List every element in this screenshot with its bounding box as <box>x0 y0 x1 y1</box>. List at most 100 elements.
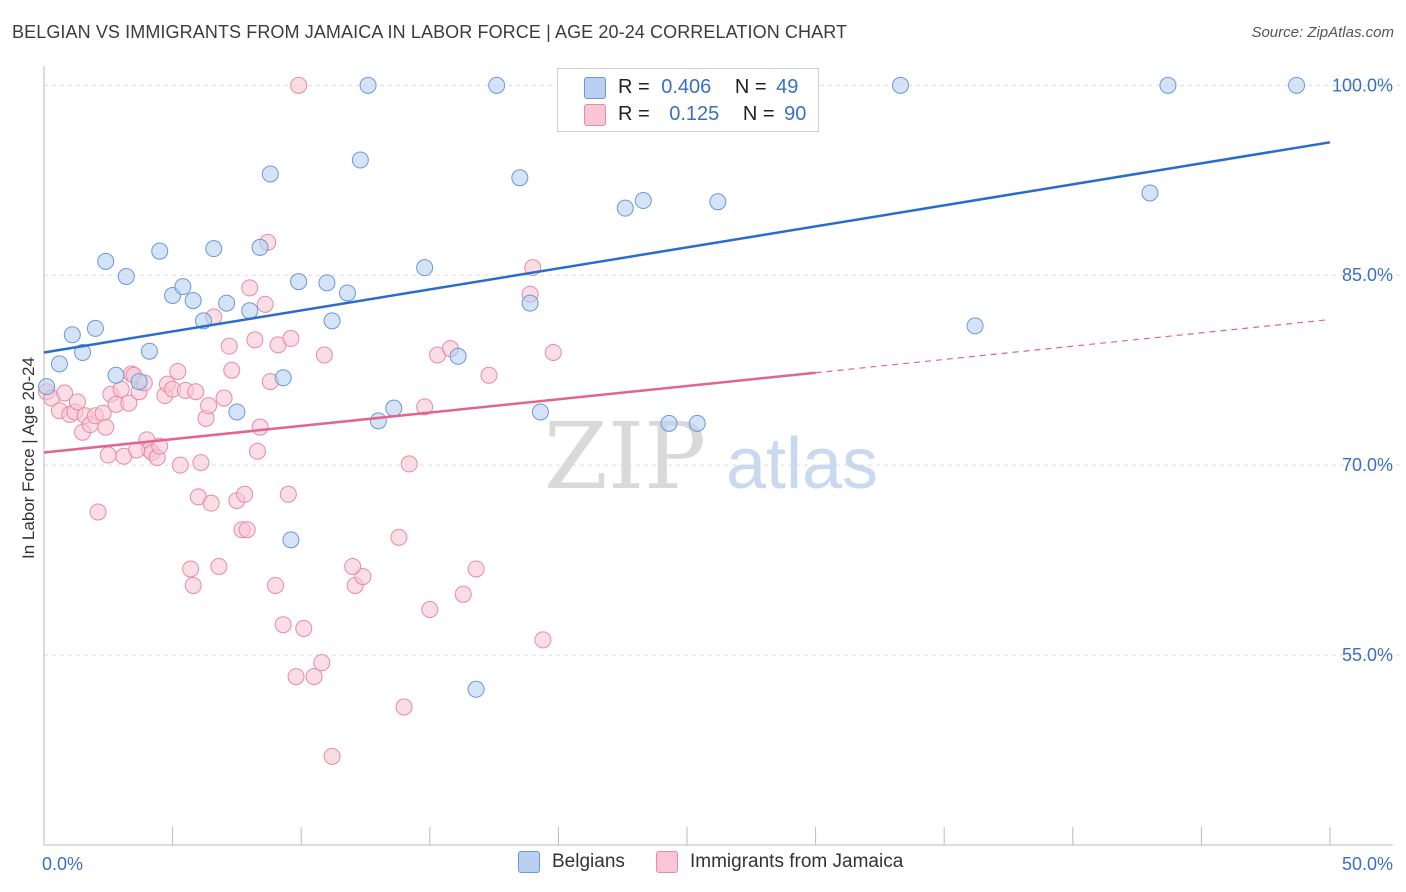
point-belgians <box>359 76 377 94</box>
point-jamaica <box>251 418 269 436</box>
legend-swatch-belgians <box>518 851 540 873</box>
point-belgians <box>449 347 467 365</box>
watermark: ZIP atlas <box>544 403 878 510</box>
trendline-belgians <box>43 141 1331 354</box>
point-jamaica <box>287 668 305 686</box>
point-belgians <box>891 76 909 94</box>
point-belgians <box>261 165 279 183</box>
point-jamaica <box>315 346 333 364</box>
point-jamaica <box>400 455 418 473</box>
chart-title: BELGIAN VS IMMIGRANTS FROM JAMAICA IN LA… <box>12 22 848 42</box>
point-belgians <box>184 292 202 310</box>
point-belgians <box>63 326 81 344</box>
point-jamaica <box>421 601 439 618</box>
trendline-jamaica-extension <box>815 318 1331 374</box>
x-tick-label: 0.0% <box>42 854 83 874</box>
watermark-zip: ZIP <box>544 403 706 510</box>
point-belgians <box>351 151 369 169</box>
y-tick-label: 100.0% <box>1332 75 1393 95</box>
point-belgians <box>709 193 727 211</box>
point-jamaica <box>238 521 256 539</box>
point-belgians <box>97 252 115 270</box>
point-belgians <box>251 238 269 256</box>
point-jamaica <box>295 619 313 637</box>
point-belgians <box>511 169 529 187</box>
point-belgians <box>174 278 192 296</box>
point-jamaica <box>200 397 218 415</box>
point-jamaica <box>544 343 562 361</box>
tick-labels: 55.0% 70.0% 85.0% 100.0% 0.0% 50.0% <box>42 75 1393 874</box>
point-jamaica <box>99 446 117 464</box>
point-jamaica <box>248 442 266 460</box>
legend-r-label: R = <box>618 75 650 98</box>
point-belgians <box>385 399 403 417</box>
point-jamaica <box>395 698 413 716</box>
legend-item-jamaica: Immigrants from Jamaica <box>656 851 903 873</box>
point-belgians <box>634 192 652 210</box>
point-jamaica <box>97 418 115 436</box>
legend-swatch-jamaica <box>656 851 678 873</box>
grid-lines <box>44 84 1400 656</box>
series-legend: Belgians Immigrants from Jamaica <box>0 851 1406 877</box>
x-tick-label: 50.0% <box>1342 854 1393 874</box>
point-jamaica <box>534 631 552 649</box>
point-belgians <box>282 531 300 549</box>
point-jamaica <box>192 454 210 472</box>
point-belgians <box>660 414 678 432</box>
legend-r-label: R = <box>618 102 650 125</box>
point-jamaica <box>279 485 297 503</box>
series-jamaica-points <box>38 76 722 765</box>
point-belgians <box>140 342 158 360</box>
point-belgians <box>290 273 308 291</box>
point-belgians <box>274 369 292 387</box>
point-jamaica <box>256 295 274 313</box>
point-jamaica <box>323 747 341 765</box>
y-tick-label: 55.0% <box>1342 645 1393 665</box>
point-jamaica <box>390 528 408 546</box>
point-jamaica <box>220 337 238 355</box>
point-belgians <box>369 412 387 430</box>
point-belgians <box>38 378 56 396</box>
y-tick-label: 85.0% <box>1342 265 1393 285</box>
point-jamaica <box>416 398 434 416</box>
point-jamaica <box>344 557 362 575</box>
legend-n-value: 90 <box>784 102 807 125</box>
legend-swatch-blue <box>584 77 606 99</box>
point-belgians <box>130 373 148 391</box>
point-belgians <box>416 259 434 277</box>
point-jamaica <box>236 485 254 503</box>
legend-n-label: N = <box>742 102 775 125</box>
point-belgians <box>531 403 549 421</box>
point-jamaica <box>454 585 472 603</box>
point-jamaica <box>120 394 138 412</box>
legend-n-value: 49 <box>776 75 799 98</box>
point-jamaica <box>354 568 372 586</box>
point-jamaica <box>89 503 107 521</box>
legend-label-belgians: Belgians <box>552 851 625 872</box>
point-jamaica <box>241 279 259 297</box>
point-jamaica <box>182 560 200 578</box>
axes <box>43 66 1393 846</box>
y-axis-title: In Labor Force | Age 20-24 <box>19 357 38 559</box>
point-belgians <box>966 317 984 335</box>
point-jamaica <box>274 616 292 634</box>
series-belgians-points <box>38 76 1306 698</box>
point-jamaica <box>467 560 485 578</box>
point-jamaica <box>480 366 498 384</box>
point-belgians <box>50 355 68 373</box>
point-jamaica <box>68 393 86 411</box>
point-belgians <box>218 294 236 312</box>
source-label: Source: ZipAtlas.com <box>1251 24 1394 41</box>
legend-r-value: 0.406 <box>661 75 712 98</box>
point-belgians <box>1159 76 1177 94</box>
point-jamaica <box>187 383 205 401</box>
point-jamaica <box>282 330 300 348</box>
point-jamaica <box>266 576 284 594</box>
point-jamaica <box>223 361 241 379</box>
stats-legend: R = 0.406 N = 49 R = 0.125 N = 90 <box>557 68 819 132</box>
point-belgians <box>228 403 246 421</box>
legend-label-jamaica: Immigrants from Jamaica <box>690 851 904 872</box>
point-belgians <box>521 294 539 312</box>
trend-lines <box>43 141 1331 454</box>
